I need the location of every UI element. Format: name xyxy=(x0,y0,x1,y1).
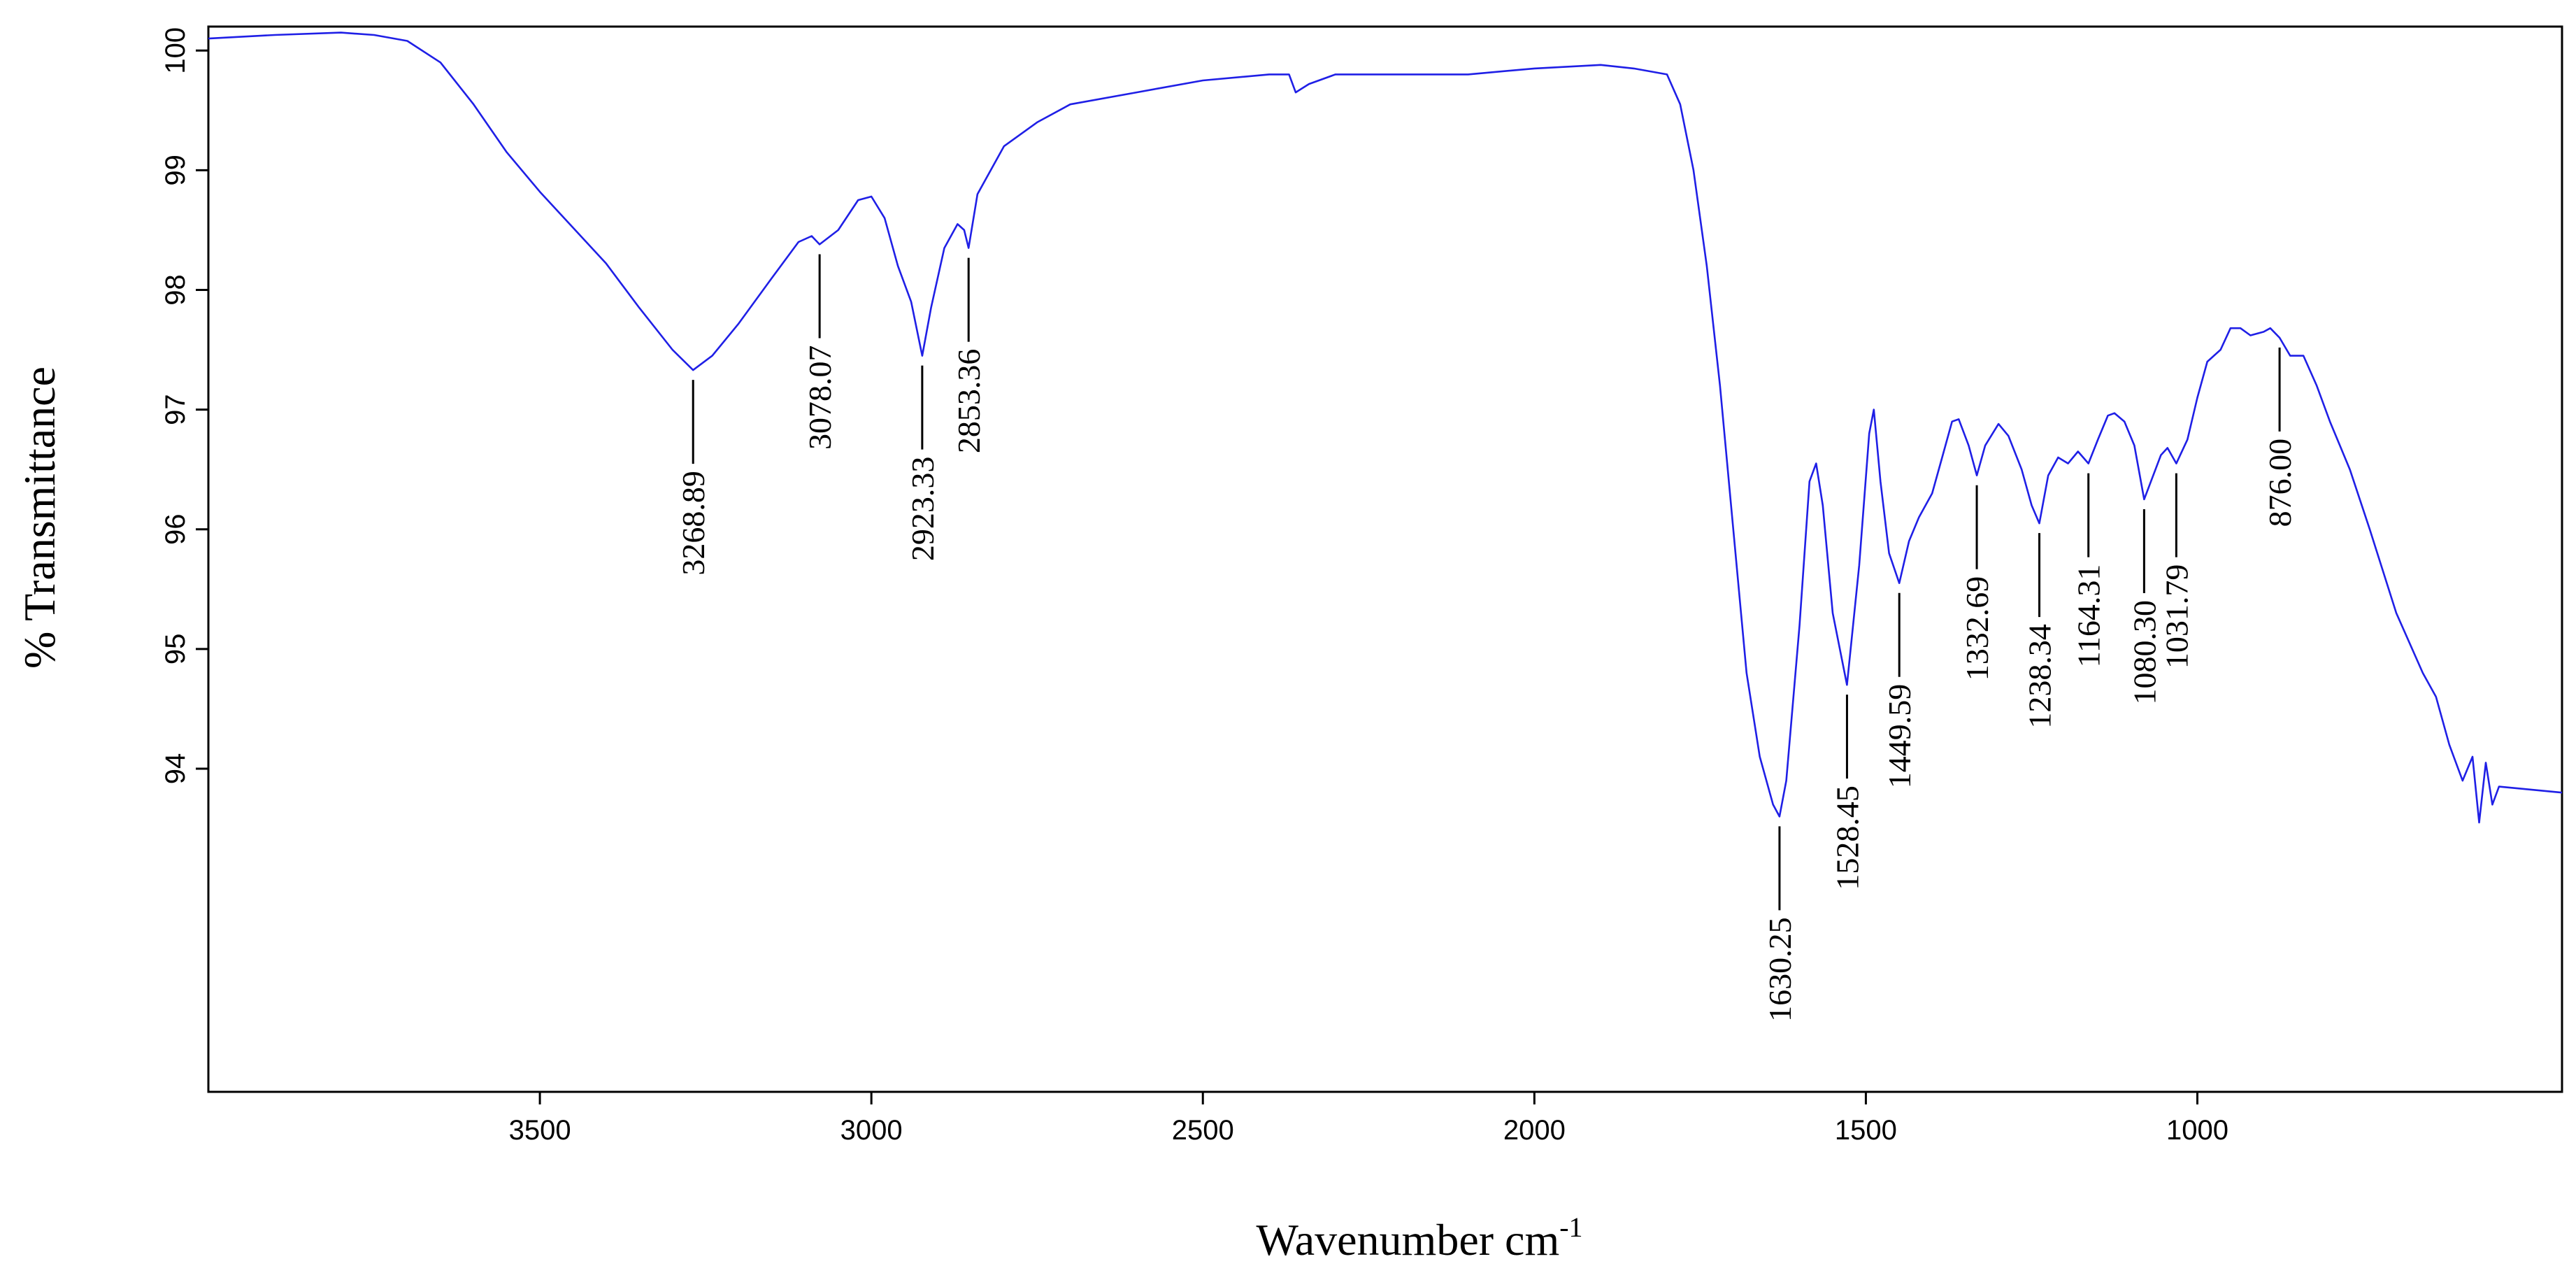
peak-label-2853.36: 2853.36 xyxy=(951,349,987,453)
y-axis-title: % Transmittance xyxy=(15,367,64,669)
peak-label-1238.34: 1238.34 xyxy=(2022,624,2058,728)
x-axis-title-text: Wavenumber cm xyxy=(1256,1215,1559,1265)
y-axis: 94 95 96 97 98 99 100 xyxy=(160,27,208,784)
x-tick-label-1000: 1000 xyxy=(2166,1115,2228,1146)
peak-label-3078.07: 3078.07 xyxy=(802,345,838,450)
y-tick-label-95: 95 xyxy=(160,634,191,665)
x-tick-label-2500: 2500 xyxy=(1172,1115,1234,1146)
x-tick-label-1500: 1500 xyxy=(1835,1115,1897,1146)
peak-label-1031.79: 1031.79 xyxy=(2159,564,2194,669)
x-axis: 3500 3000 2500 2000 1500 1000 xyxy=(509,1092,2228,1146)
peak-label-1080.30: 1080.30 xyxy=(2126,600,2162,705)
transmittance-series-line xyxy=(208,31,2563,824)
y-tick-label-97: 97 xyxy=(160,394,191,425)
x-axis-title: Wavenumber cm-1 xyxy=(1256,1211,1582,1265)
y-tick-label-99: 99 xyxy=(160,155,191,186)
y-tick-label-96: 96 xyxy=(160,513,191,545)
peak-label-1528.45: 1528.45 xyxy=(1829,785,1865,890)
y-tick-label-98: 98 xyxy=(160,274,191,306)
y-tick-label-94: 94 xyxy=(160,753,191,785)
plot-frame xyxy=(207,25,2563,1093)
peak-label-1164.31: 1164.31 xyxy=(2071,564,2107,668)
x-axis-title-superscript: -1 xyxy=(1559,1211,1582,1243)
peak-annotations: 3268.89 3078.07 2923.33 2853.36 1630.25 1528.… xyxy=(675,254,2298,1022)
peak-label-1332.69: 1332.69 xyxy=(1959,576,1995,681)
peak-label-1449.59: 1449.59 xyxy=(1882,684,1917,789)
peak-label-2923.33: 2923.33 xyxy=(905,457,940,562)
y-tick-label-100: 100 xyxy=(160,27,191,74)
peak-label-3268.89: 3268.89 xyxy=(675,471,711,576)
x-tick-label-3500: 3500 xyxy=(509,1115,571,1146)
peak-label-876.00: 876.00 xyxy=(2262,439,2298,527)
peak-label-1630.25: 1630.25 xyxy=(1762,917,1798,1022)
x-tick-label-3000: 3000 xyxy=(840,1115,903,1146)
x-tick-label-2000: 2000 xyxy=(1503,1115,1566,1146)
